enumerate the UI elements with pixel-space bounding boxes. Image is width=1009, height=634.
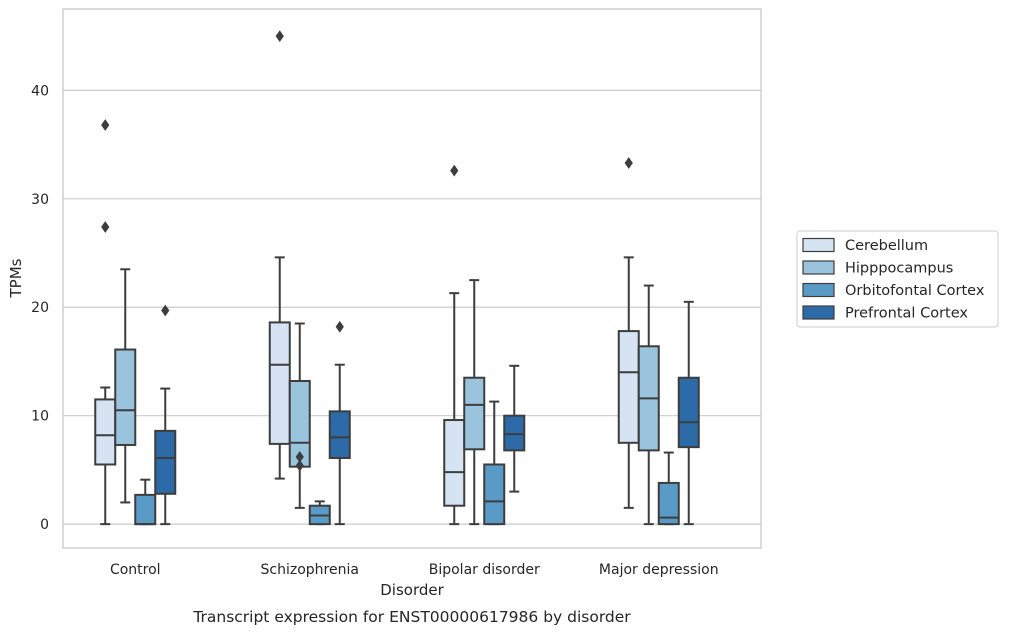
x-tick-label: Major depression bbox=[599, 562, 719, 578]
iqr-box bbox=[677, 376, 700, 449]
box-bipolar-disorder bbox=[463, 279, 486, 526]
iqr-box bbox=[443, 419, 466, 507]
outlier-point bbox=[275, 30, 284, 42]
box-schizophrenia bbox=[328, 320, 351, 526]
legend-swatch bbox=[802, 237, 835, 253]
box-series bbox=[94, 30, 700, 526]
y-tick-label: 30 bbox=[31, 192, 49, 208]
box-major-depression bbox=[657, 451, 680, 526]
iqr-box bbox=[657, 481, 680, 526]
series-hipppocampus bbox=[114, 268, 660, 526]
box-major-depression bbox=[677, 300, 700, 526]
outlier-point bbox=[161, 304, 170, 317]
box-control bbox=[114, 268, 137, 504]
box-major-depression bbox=[637, 284, 660, 526]
outlier-point bbox=[624, 157, 633, 169]
iqr-box bbox=[94, 398, 117, 466]
x-tick-label: Schizophrenia bbox=[261, 562, 359, 578]
box-bipolar-disorder bbox=[443, 164, 466, 526]
legend-frame bbox=[796, 230, 999, 328]
legend-item: Cerebellum bbox=[802, 237, 928, 254]
box-schizophrenia bbox=[288, 322, 311, 509]
y-tick-label: 0 bbox=[40, 517, 49, 533]
y-tick-labels: 0 10 20 30 40 bbox=[31, 83, 49, 533]
series-orbitofontal-cortex bbox=[134, 400, 680, 526]
outlier-point bbox=[335, 320, 344, 333]
plot-background bbox=[63, 9, 761, 548]
x-tick-label: Control bbox=[110, 562, 161, 578]
iqr-box bbox=[617, 330, 640, 444]
iqr-box bbox=[328, 410, 351, 459]
legend-label: Cerebellum bbox=[845, 238, 928, 254]
x-tick-label: Bipolar disorder bbox=[429, 562, 540, 578]
legend-swatch bbox=[802, 260, 835, 275]
outlier-point bbox=[101, 119, 110, 131]
legend: Cerebellum Hipppocampus Orbitofontal Corte… bbox=[796, 230, 999, 328]
box-schizophrenia bbox=[308, 500, 331, 526]
iqr-box bbox=[114, 348, 137, 446]
y-axis-label: TPMs bbox=[7, 258, 25, 298]
outlier-point bbox=[450, 164, 459, 177]
legend-label: Orbitofontal Cortex bbox=[845, 283, 985, 299]
chart-caption: Transcript expression for ENST0000061798… bbox=[192, 608, 631, 626]
box-schizophrenia bbox=[268, 30, 291, 480]
series-prefrontal-cortex bbox=[154, 300, 700, 526]
series-cerebellum bbox=[94, 30, 640, 526]
y-tick-label: 20 bbox=[31, 300, 49, 316]
legend-item: Prefrontal Cortex bbox=[802, 305, 968, 322]
plot-frame bbox=[62, 8, 762, 549]
legend-label: Prefrontal Cortex bbox=[845, 306, 968, 322]
iqr-box bbox=[154, 429, 177, 495]
legend-item: Hipppocampus bbox=[802, 260, 953, 277]
iqr-box bbox=[503, 414, 526, 452]
y-tick-label: 40 bbox=[31, 83, 49, 99]
box-bipolar-disorder bbox=[483, 400, 506, 526]
legend-items: Cerebellum Hipppocampus Orbitofontal Corte… bbox=[802, 237, 985, 322]
box-control bbox=[134, 478, 157, 526]
outlier-point bbox=[295, 459, 304, 472]
iqr-box bbox=[463, 376, 486, 451]
legend-swatch bbox=[802, 305, 835, 320]
legend-swatch bbox=[802, 282, 835, 298]
x-axis-label: Disorder bbox=[380, 581, 444, 599]
box-control bbox=[154, 304, 177, 526]
iqr-box bbox=[268, 321, 291, 445]
box-bipolar-disorder bbox=[503, 364, 526, 493]
iqr-box bbox=[483, 463, 506, 526]
iqr-box bbox=[134, 493, 157, 526]
legend-label: Hipppocampus bbox=[845, 261, 953, 277]
outlier-point bbox=[101, 221, 110, 233]
x-tick-labels: Control Schizophrenia Bipolar disorder Majo… bbox=[110, 562, 719, 578]
legend-item: Orbitofontal Cortex bbox=[802, 282, 985, 299]
box-control bbox=[94, 119, 117, 526]
outlier-point bbox=[295, 451, 304, 463]
y-tick-label: 10 bbox=[31, 409, 49, 425]
